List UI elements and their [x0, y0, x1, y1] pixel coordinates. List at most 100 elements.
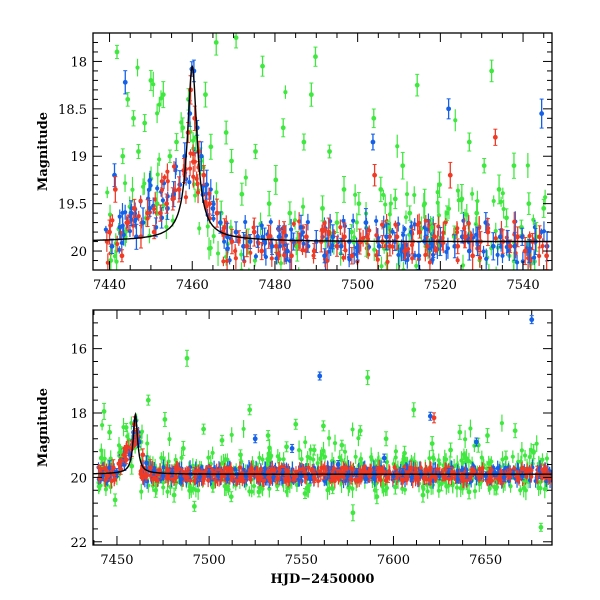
- red-point: [104, 468, 109, 473]
- red-point: [432, 474, 437, 480]
- data-point: [349, 229, 354, 235]
- data-point: [252, 436, 258, 442]
- green-point: [151, 82, 156, 87]
- green-point: [205, 224, 210, 229]
- data-point: [438, 481, 444, 487]
- data-point: [284, 248, 290, 254]
- green-point: [223, 457, 228, 462]
- green-point: [460, 263, 466, 268]
- data-point: [459, 474, 465, 480]
- green-point: [511, 272, 515, 276]
- green-point: [161, 480, 166, 485]
- red-point: [151, 206, 157, 212]
- data-point: [474, 210, 480, 216]
- data-point: [350, 510, 356, 516]
- green-point: [466, 459, 472, 464]
- data-point: [446, 106, 452, 112]
- data-point: [201, 476, 207, 482]
- data-point: [432, 234, 437, 240]
- blue-point: [341, 218, 346, 223]
- data-point: [334, 220, 340, 226]
- green-point: [522, 453, 528, 458]
- red-point: [206, 478, 211, 483]
- data-point: [196, 149, 202, 154]
- data-point: [335, 462, 341, 467]
- red-point: [291, 221, 296, 226]
- y-tick-label: 19: [70, 150, 87, 165]
- green-point: [486, 461, 491, 466]
- green-point: [100, 423, 105, 428]
- data-point: [118, 449, 124, 455]
- data-point: [225, 476, 230, 482]
- data-point: [173, 474, 179, 480]
- data-point: [123, 457, 129, 463]
- data-point: [255, 234, 260, 240]
- green-point: [379, 264, 384, 269]
- green-point: [139, 489, 144, 494]
- blue-point: [484, 256, 489, 261]
- green-point: [358, 456, 364, 462]
- data-point: [147, 205, 153, 211]
- green-point: [495, 282, 499, 286]
- blue-point: [532, 255, 537, 260]
- red-point: [110, 218, 115, 223]
- data-point: [320, 205, 325, 211]
- data-point: [131, 205, 137, 211]
- data-point: [448, 447, 454, 453]
- bottom-panel: 7450 7500 7550 7600 765016182022MagnitudeHJD…: [36, 309, 553, 587]
- data-point: [317, 373, 323, 379]
- green-point: [458, 486, 463, 491]
- data-point: [269, 243, 275, 249]
- green-point: [544, 456, 550, 461]
- data-point: [376, 243, 382, 249]
- green-point: [96, 484, 101, 489]
- data-point: [98, 455, 104, 461]
- green-point: [139, 429, 145, 434]
- data-point: [239, 191, 245, 197]
- green-point: [404, 192, 410, 197]
- data-point: [180, 125, 186, 131]
- green-point: [532, 259, 537, 264]
- data-point: [374, 494, 380, 500]
- data-point: [154, 201, 160, 207]
- blue-point: [305, 220, 310, 225]
- green-point: [393, 449, 399, 454]
- data-point: [489, 68, 495, 74]
- data-point: [330, 486, 336, 492]
- green-point: [157, 157, 162, 162]
- green-point: [455, 188, 461, 193]
- data-point: [201, 426, 207, 432]
- green-point: [112, 253, 118, 259]
- green-point: [239, 252, 244, 257]
- green-point: [342, 449, 348, 454]
- data-point: [210, 205, 216, 211]
- data-point: [177, 182, 183, 188]
- data-point: [519, 234, 525, 240]
- green-point: [435, 200, 440, 205]
- red-point: [489, 478, 494, 483]
- blue-point: [211, 201, 216, 207]
- data-point: [457, 429, 463, 435]
- red-point: [233, 256, 238, 261]
- red-point: [423, 467, 428, 472]
- y-axis-label: Magnitude: [36, 112, 51, 191]
- green-point: [494, 277, 498, 281]
- plot-area: [93, 315, 552, 532]
- blue-point: [514, 260, 520, 265]
- data-point: [233, 35, 239, 41]
- green-point: [402, 487, 408, 492]
- blue-point: [103, 227, 108, 232]
- data-point: [276, 234, 282, 240]
- blue-point: [161, 465, 166, 470]
- data-point: [165, 205, 170, 211]
- red-point: [540, 243, 545, 249]
- green-point: [241, 426, 246, 432]
- data-point: [136, 149, 141, 154]
- blue-point: [374, 218, 379, 224]
- red-point: [153, 197, 158, 202]
- red-point: [170, 477, 175, 482]
- x-tick-label: 7480: [258, 278, 291, 293]
- blue-point: [155, 186, 160, 191]
- green-point: [193, 193, 198, 198]
